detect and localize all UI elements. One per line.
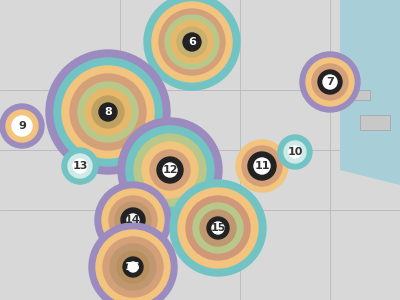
Text: 16: 16 — [125, 262, 141, 272]
Circle shape — [115, 202, 151, 238]
Polygon shape — [340, 0, 400, 185]
Text: 6: 6 — [188, 37, 196, 47]
Circle shape — [68, 154, 92, 178]
Circle shape — [95, 182, 171, 258]
Circle shape — [300, 52, 360, 112]
Circle shape — [150, 150, 190, 190]
Circle shape — [128, 262, 138, 272]
Circle shape — [73, 159, 87, 173]
Circle shape — [92, 96, 124, 128]
Circle shape — [152, 2, 232, 82]
Circle shape — [323, 75, 337, 89]
Circle shape — [254, 158, 270, 174]
Circle shape — [62, 148, 98, 184]
Circle shape — [12, 116, 32, 136]
Circle shape — [278, 135, 312, 169]
Circle shape — [123, 257, 143, 277]
Circle shape — [85, 89, 131, 135]
Circle shape — [159, 9, 225, 75]
Circle shape — [127, 214, 139, 226]
Circle shape — [284, 141, 306, 163]
Circle shape — [248, 152, 276, 180]
Circle shape — [312, 64, 348, 100]
Text: 14: 14 — [125, 215, 141, 225]
Circle shape — [171, 21, 213, 63]
Circle shape — [121, 208, 145, 232]
Circle shape — [102, 189, 164, 251]
Text: 9: 9 — [18, 121, 26, 131]
Circle shape — [110, 244, 156, 290]
Text: 15: 15 — [210, 223, 226, 233]
Circle shape — [78, 82, 138, 142]
Text: 11: 11 — [254, 161, 270, 171]
Bar — [360, 115, 390, 130]
Circle shape — [117, 251, 149, 283]
Circle shape — [200, 210, 236, 246]
Circle shape — [134, 134, 206, 206]
Circle shape — [6, 110, 38, 142]
Circle shape — [177, 27, 207, 57]
Circle shape — [163, 163, 177, 177]
Circle shape — [62, 66, 154, 158]
Circle shape — [46, 50, 170, 174]
Text: 10: 10 — [287, 147, 303, 157]
Circle shape — [144, 0, 240, 90]
Circle shape — [99, 103, 117, 121]
Text: 13: 13 — [72, 161, 88, 171]
Circle shape — [126, 126, 214, 214]
Circle shape — [103, 237, 163, 297]
Text: 12: 12 — [162, 165, 178, 175]
Circle shape — [109, 196, 157, 244]
Circle shape — [142, 142, 198, 198]
Circle shape — [89, 223, 177, 300]
Circle shape — [242, 146, 282, 186]
Circle shape — [306, 58, 354, 106]
Circle shape — [165, 15, 219, 69]
Text: 7: 7 — [326, 77, 334, 87]
Circle shape — [186, 196, 250, 260]
Circle shape — [289, 146, 301, 158]
Circle shape — [178, 188, 258, 268]
Circle shape — [236, 140, 288, 192]
Circle shape — [157, 157, 183, 183]
Circle shape — [0, 104, 44, 148]
Circle shape — [183, 33, 201, 51]
Circle shape — [170, 180, 266, 276]
Bar — [350, 90, 370, 100]
Circle shape — [318, 70, 342, 94]
Circle shape — [118, 118, 222, 222]
Circle shape — [193, 203, 243, 253]
Circle shape — [212, 222, 224, 234]
Circle shape — [207, 217, 229, 239]
Circle shape — [54, 58, 162, 166]
Circle shape — [96, 230, 170, 300]
Text: 8: 8 — [104, 107, 112, 117]
Circle shape — [70, 74, 146, 150]
